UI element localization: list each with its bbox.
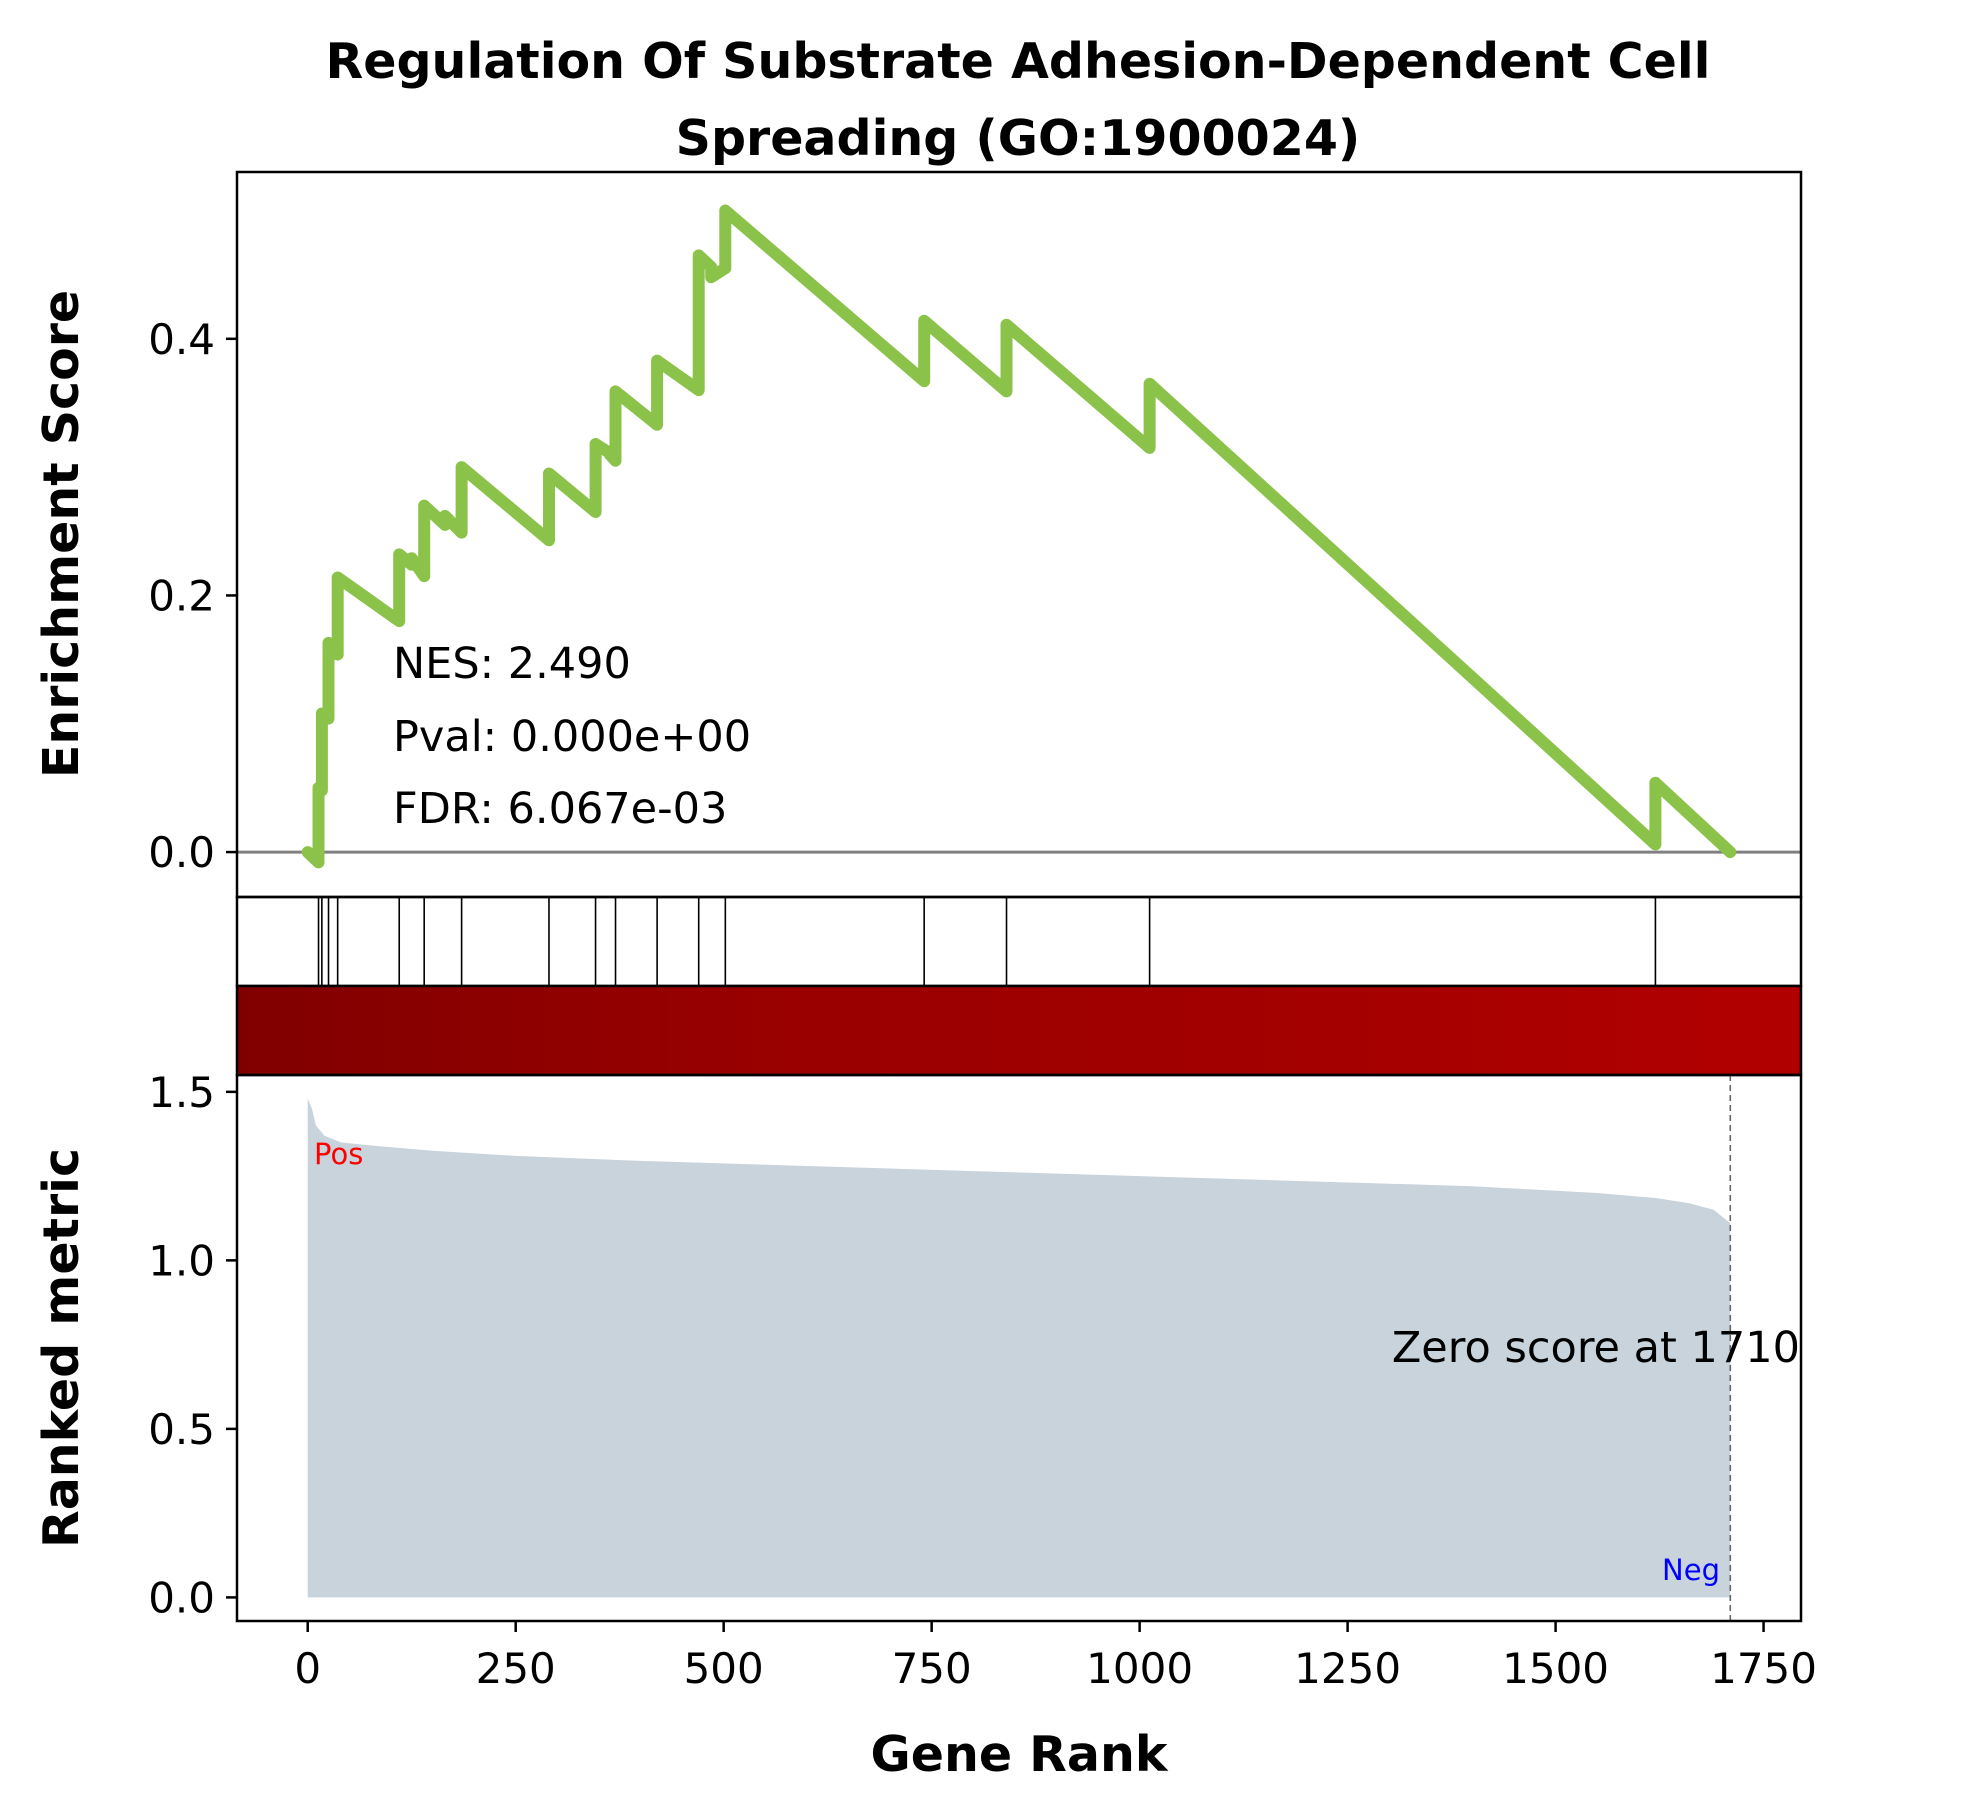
x-axis-ticks: 0 250 500 750 1000 1250 1500 1750 xyxy=(294,1621,1817,1693)
es-y-tick-label: 0.4 xyxy=(148,315,215,364)
x-tick-label: 500 xyxy=(684,1644,764,1693)
x-tick-label: 1000 xyxy=(1086,1644,1193,1693)
metric-y-ticks: 0.0 0.5 1.0 1.5 xyxy=(148,1068,237,1622)
chart-title-line-1: Regulation Of Substrate Adhesion-Depende… xyxy=(326,33,1711,90)
ranked-metric-area xyxy=(307,1098,1731,1598)
pos-label: Pos xyxy=(314,1137,363,1171)
zero-score-label: Zero score at 1710 xyxy=(1392,1323,1800,1373)
hits-panel-frame xyxy=(235,895,1803,988)
es-y-ticks: 0.0 0.2 0.4 xyxy=(148,315,237,877)
x-tick-label: 1250 xyxy=(1294,1644,1401,1693)
x-tick-label: 750 xyxy=(892,1644,972,1693)
metric-y-axis-label: Ranked metric xyxy=(33,1148,90,1548)
pval-stat: Pval: 0.000e+00 xyxy=(393,712,751,762)
enrichment-score-line xyxy=(301,204,1737,869)
metric-y-tick-label: 1.0 xyxy=(148,1236,215,1285)
metric-y-tick-label: 0.5 xyxy=(148,1405,215,1454)
nes-stat: NES: 2.490 xyxy=(393,639,631,689)
fdr-stat: FDR: 6.067e-03 xyxy=(393,784,727,834)
rank-heatmap-bar xyxy=(235,984,1803,1077)
metric-y-tick-label: 1.5 xyxy=(148,1068,215,1117)
x-tick-label: 0 xyxy=(294,1644,321,1693)
metric-y-tick-label: 0.0 xyxy=(148,1573,215,1622)
enrichment-score-panel: 0.0 0.2 0.4 NES: 2.490 Pval: 0.000e+00 FDR… xyxy=(148,170,1803,899)
neg-label: Neg xyxy=(1662,1553,1720,1587)
x-tick-label: 1500 xyxy=(1502,1644,1609,1693)
gene-hits-panel xyxy=(235,895,1803,988)
metric-panel-frame xyxy=(235,1073,1803,1623)
x-axis-label: Gene Rank xyxy=(871,1726,1169,1783)
chart-title-line-2: Spreading (GO:1900024) xyxy=(676,110,1361,167)
es-y-tick-label: 0.2 xyxy=(148,571,215,620)
x-tick-label: 250 xyxy=(476,1644,556,1693)
x-tick-label: 1750 xyxy=(1710,1644,1817,1693)
es-y-axis-label: Enrichment Score xyxy=(33,290,90,778)
es-y-tick-label: 0.0 xyxy=(148,828,215,877)
ranked-metric-panel: Zero score at 1710 Pos Neg 0.0 0.5 1.0 1.5 xyxy=(148,1068,1803,1623)
